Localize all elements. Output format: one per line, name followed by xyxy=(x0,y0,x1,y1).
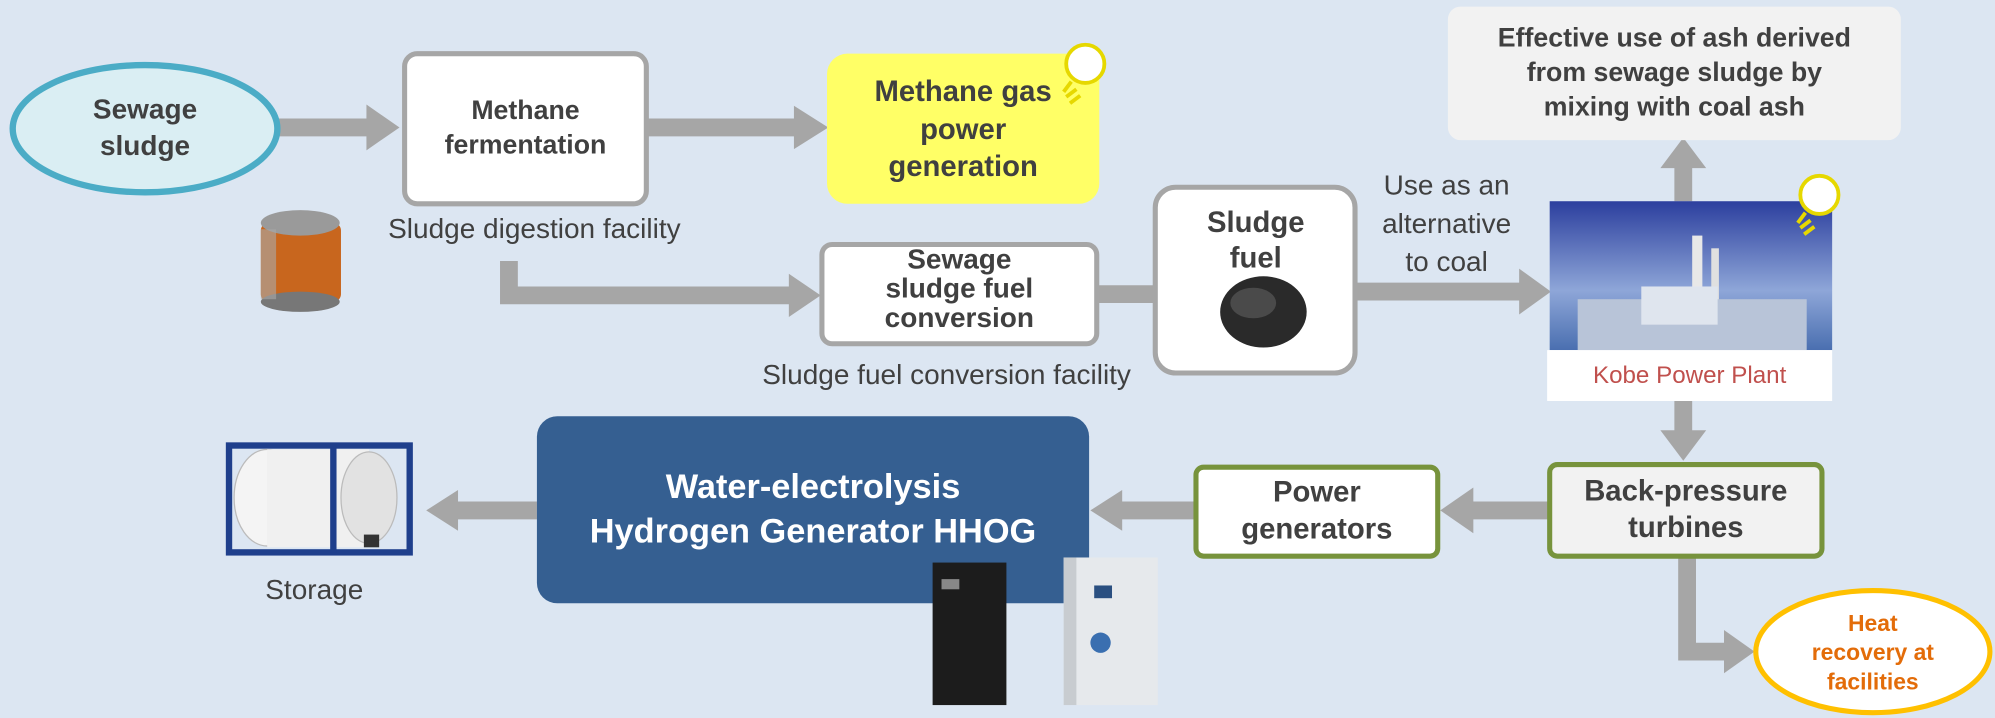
node-label: Sludge xyxy=(1207,207,1305,239)
node-label: Back-pressure xyxy=(1584,475,1787,507)
caption: alternative xyxy=(1382,208,1511,239)
node-label: conversion xyxy=(885,302,1034,333)
node-label: Kobe Power Plant xyxy=(1593,362,1787,389)
node-label: Sewage xyxy=(93,93,197,124)
caption: Storage xyxy=(265,574,363,605)
storage-tank-icon xyxy=(229,446,410,553)
node-label: sludge xyxy=(100,130,190,161)
digester-icon xyxy=(261,210,341,312)
node-label: fuel xyxy=(1230,242,1282,274)
caption: Use as an xyxy=(1384,170,1510,201)
node-label: facilities xyxy=(1827,668,1919,694)
power-plant-photo xyxy=(1550,201,1832,350)
node-label: Effective use of ash derived xyxy=(1498,23,1851,53)
node-label: Hydrogen Generator HHOG xyxy=(590,512,1037,550)
node-label: Sewage xyxy=(907,243,1011,274)
page: Sewage sludge Methane fermentation Metha… xyxy=(0,0,1995,718)
node-label: recovery at xyxy=(1812,639,1935,665)
node-label: Methane gas xyxy=(875,76,1052,108)
sludge-pellets-icon xyxy=(1220,276,1307,347)
node-label: turbines xyxy=(1628,512,1743,544)
caption: Sludge digestion facility xyxy=(388,213,680,244)
node-label: mixing with coal ash xyxy=(1544,91,1805,121)
node-label: Methane xyxy=(471,95,579,125)
node-label: fermentation xyxy=(445,130,607,160)
caption: to coal xyxy=(1405,246,1487,277)
node-label: Heat xyxy=(1848,610,1898,636)
node-label: Water-electrolysis xyxy=(666,468,961,506)
node-label: generators xyxy=(1241,513,1392,545)
node-label: generation xyxy=(888,151,1038,183)
node-label: sludge fuel xyxy=(885,273,1033,304)
sewage-sludge-node xyxy=(13,65,278,192)
node-label: from sewage sludge by xyxy=(1527,57,1822,87)
caption: Sludge fuel conversion facility xyxy=(762,359,1131,390)
node-label: Power xyxy=(1273,477,1361,509)
diagram: Sewage sludge Methane fermentation Metha… xyxy=(0,0,1995,718)
node-label: power xyxy=(920,114,1006,146)
